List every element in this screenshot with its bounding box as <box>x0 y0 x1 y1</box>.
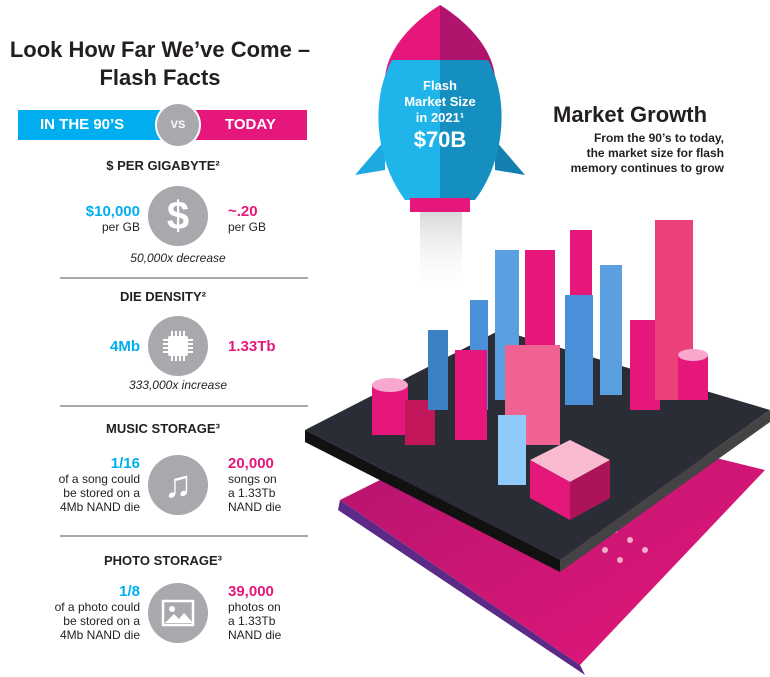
fact-left: 4Mb <box>110 338 140 355</box>
market-growth-title: Market Growth <box>553 102 708 127</box>
fact-left: $10,000 per GB <box>85 203 140 234</box>
market-growth-subtitle: From the 90’s to today, the market size … <box>570 131 724 175</box>
era-90s-label: IN THE 90’S <box>18 110 163 140</box>
market-size-value: $70B <box>413 127 467 152</box>
fact-right: 39,000 photos on a 1.33Tb NAND die <box>228 583 282 642</box>
image-icon <box>148 583 208 643</box>
music-note-icon: ♫ <box>148 455 208 515</box>
divider <box>60 535 308 537</box>
rocket-icon <box>355 5 525 212</box>
fact-note: 50,000x decrease <box>130 251 226 265</box>
divider <box>60 405 308 407</box>
fact-right: ~.20 per GB <box>228 203 267 234</box>
chip-icon <box>148 316 208 376</box>
era-today-label: TODAY <box>195 110 307 140</box>
dollar-icon: $ <box>148 186 208 246</box>
fact-right: 20,000 songs on a 1.33Tb NAND die <box>228 455 282 514</box>
fact-right: 1.33Tb <box>228 338 276 355</box>
fact-left: 1/8 of a photo could be stored on a 4Mb NAN… <box>54 583 140 642</box>
bar-columns <box>372 220 708 520</box>
page-title: Look How Far We’ve Come – Flash Facts <box>9 37 311 90</box>
fact-heading: PHOTO STORAGE³ <box>104 553 222 568</box>
divider <box>60 277 308 279</box>
fact-heading: DIE DENSITY² <box>120 289 206 304</box>
fact-left: 1/16 of a song could be stored on a 4Mb NAN… <box>58 455 140 514</box>
fact-heading: $ PER GIGABYTE² <box>106 158 220 173</box>
fact-note: 333,000x increase <box>128 378 228 392</box>
rocket-label: Flash Market Size in 2021¹ $70B <box>370 78 510 154</box>
vs-badge: VS <box>155 102 201 148</box>
fact-heading: MUSIC STORAGE³ <box>106 421 220 436</box>
